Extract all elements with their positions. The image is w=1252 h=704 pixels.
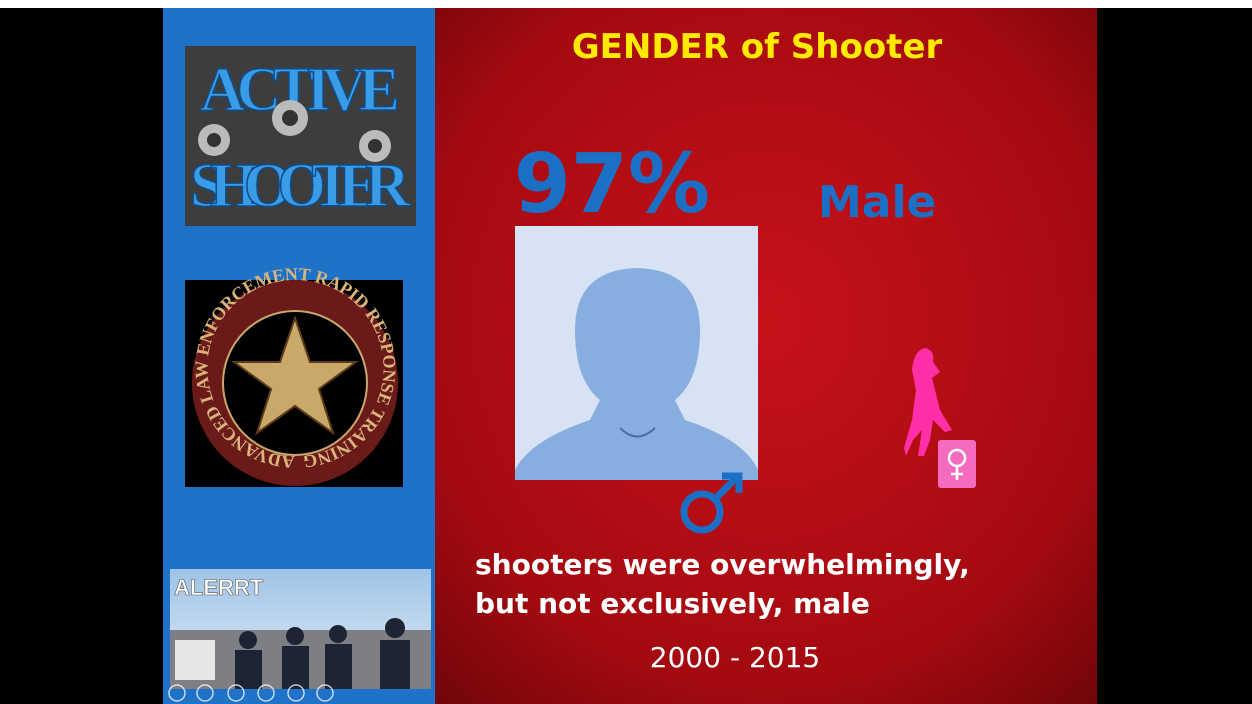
caption-line: shooters were overwhelmingly,	[475, 548, 970, 581]
team-photo: ALERRT	[170, 569, 431, 689]
active-shooter-logo: ACTIVE SHOOTER	[185, 46, 416, 226]
page: ACTIVE SHOOTER ADVANCED LAW ENFORCEMENT …	[0, 0, 1252, 704]
logo-line: SHOOTER	[190, 152, 411, 220]
slideshow-view: ACTIVE SHOOTER ADVANCED LAW ENFORCEMENT …	[0, 0, 1252, 704]
top-strip	[0, 0, 1252, 8]
stat-label: Male	[818, 177, 936, 228]
photo-label: ALERRT	[174, 575, 264, 600]
caption-line: but not exclusively, male	[475, 587, 870, 620]
slide-title: GENDER of Shooter	[572, 27, 943, 67]
alerrt-seal: ADVANCED LAW ENFORCEMENT RAPID RESPONSE …	[185, 264, 403, 487]
period: 2000 - 2015	[650, 641, 820, 674]
stat-value: 97%	[514, 137, 710, 232]
